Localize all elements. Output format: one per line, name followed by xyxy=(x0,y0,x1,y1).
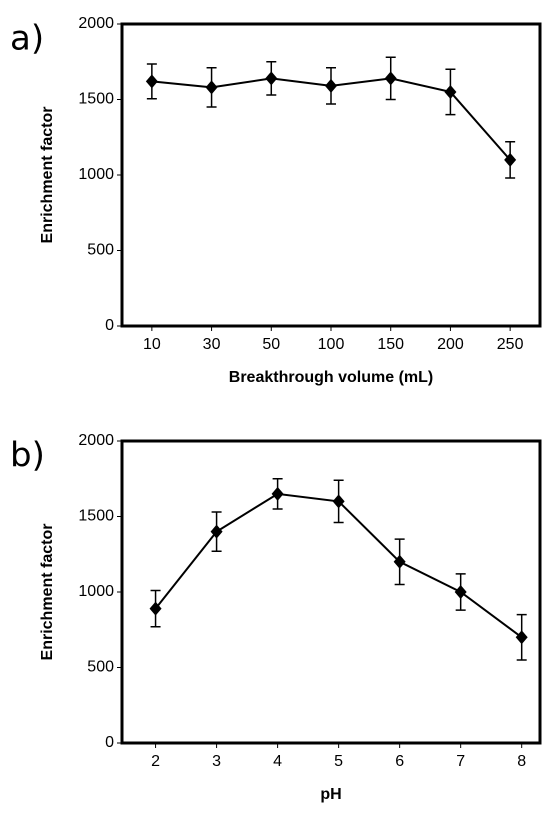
x-tick-label: 2 xyxy=(151,753,160,770)
data-point xyxy=(444,84,457,99)
y-tick-label: 2000 xyxy=(78,15,114,32)
x-tick-label: 10 xyxy=(143,336,161,353)
y-axis-label: Enrichment factor xyxy=(39,107,56,244)
x-tick-label: 150 xyxy=(377,336,404,353)
y-tick-label: 0 xyxy=(105,317,114,334)
data-point xyxy=(271,486,284,501)
data-point xyxy=(332,494,345,509)
panel-label: b) xyxy=(10,436,45,476)
plot-frame xyxy=(120,439,542,745)
y-tick-label: 1000 xyxy=(78,166,114,183)
x-tick-label: 50 xyxy=(262,336,280,353)
data-point xyxy=(145,74,158,89)
plot-frame xyxy=(120,22,542,328)
data-point xyxy=(504,152,517,167)
x-tick-label: 7 xyxy=(456,753,465,770)
data-point xyxy=(210,524,223,539)
y-tick-label: 2000 xyxy=(78,432,114,449)
data-point xyxy=(265,71,278,86)
x-tick-label: 4 xyxy=(273,753,282,770)
y-tick-label: 0 xyxy=(105,734,114,751)
x-tick-label: 100 xyxy=(318,336,345,353)
data-point xyxy=(515,630,528,645)
x-tick-label: 250 xyxy=(497,336,524,353)
x-tick-label: 200 xyxy=(437,336,464,353)
y-tick-label: 500 xyxy=(87,242,114,259)
panel-label: a) xyxy=(10,19,44,59)
data-point xyxy=(384,71,397,86)
data-point xyxy=(454,585,467,599)
y-tick-label: 1500 xyxy=(78,91,114,108)
data-point xyxy=(149,601,162,616)
data-point xyxy=(205,80,218,95)
x-tick-label: 3 xyxy=(212,753,221,770)
data-point xyxy=(393,554,406,569)
y-axis-label: Enrichment factor xyxy=(39,524,56,661)
x-tick-label: 5 xyxy=(334,753,343,770)
data-point xyxy=(325,78,337,93)
x-tick-label: 8 xyxy=(517,753,526,770)
x-tick-label: 30 xyxy=(203,336,221,353)
y-tick-label: 1500 xyxy=(78,508,114,525)
y-tick-label: 1000 xyxy=(78,583,114,600)
y-tick-label: 500 xyxy=(87,659,114,676)
x-tick-label: 6 xyxy=(395,753,404,770)
x-axis-label: pH xyxy=(320,786,341,803)
x-axis-label: Breakthrough volume (mL) xyxy=(229,369,433,386)
